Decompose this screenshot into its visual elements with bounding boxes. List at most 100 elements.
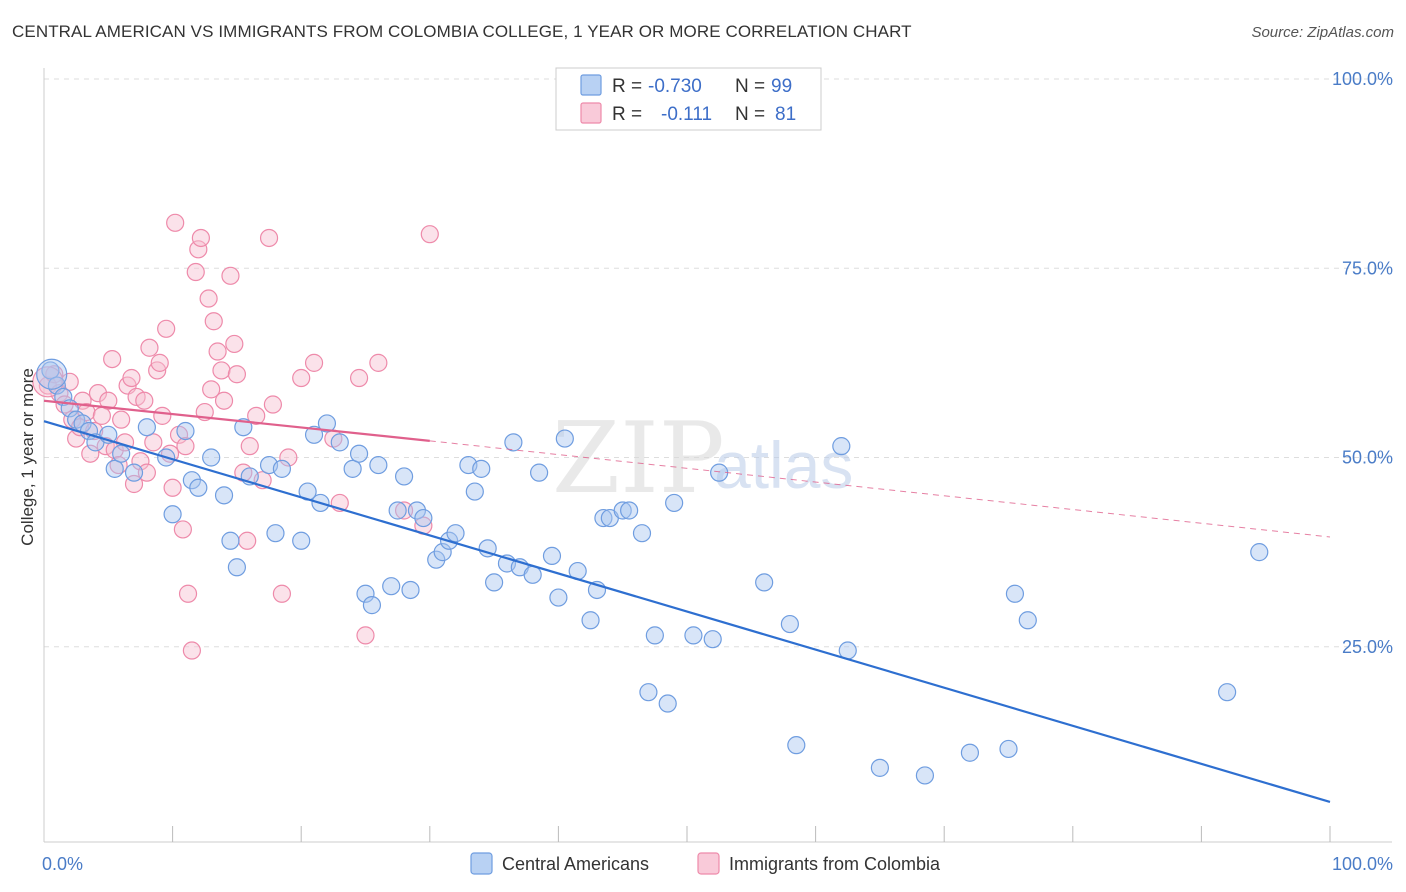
data-point	[703, 630, 722, 649]
data-point	[504, 433, 523, 452]
data-point	[204, 312, 223, 331]
data-point	[362, 596, 382, 615]
legend-bottom: Central Americans Immigrants from Colomb…	[470, 852, 941, 875]
data-point	[485, 573, 504, 592]
chart-source: Source: ZipAtlas.com	[1251, 24, 1394, 41]
data-point	[420, 225, 439, 244]
data-point	[153, 406, 172, 425]
data-point	[238, 531, 257, 550]
data-point	[304, 353, 324, 372]
legend-r-value-blue: -0.730	[648, 76, 702, 97]
data-point	[304, 425, 324, 444]
legend-r-value-pink: -0.111	[661, 104, 712, 125]
data-point	[369, 455, 388, 475]
data-point	[330, 433, 349, 452]
x-tick-label-min: 0.0%	[42, 854, 83, 874]
data-point	[81, 444, 100, 463]
data-point	[1018, 611, 1037, 630]
data-point	[870, 758, 890, 777]
data-point	[88, 384, 108, 403]
data-point	[173, 520, 192, 539]
trend-line-central-americans	[43, 420, 1331, 803]
trend-line-colombia-dashed	[429, 440, 1331, 538]
data-point	[369, 353, 388, 372]
data-point-large	[36, 358, 68, 390]
legend-bottom-label-blue: Central Americans	[502, 854, 649, 874]
data-point	[150, 353, 169, 372]
data-point	[549, 588, 568, 607]
data-point	[221, 266, 240, 285]
data-point	[47, 376, 66, 395]
data-point	[214, 391, 234, 410]
data-point	[189, 240, 208, 259]
y-tick-label-50: 50.0%	[1342, 448, 1393, 468]
data-point	[620, 501, 639, 520]
data-point	[581, 611, 600, 630]
data-point	[787, 736, 806, 755]
y-axis-label: College, 1 year or more	[18, 368, 37, 546]
data-point	[658, 694, 677, 713]
data-point	[414, 508, 433, 528]
data-point	[208, 342, 227, 361]
data-point	[632, 524, 652, 543]
data-point	[92, 406, 111, 425]
legend-swatch-pink	[580, 102, 602, 124]
data-point	[542, 546, 562, 566]
data-point	[225, 334, 244, 354]
data-point	[613, 501, 632, 520]
data-point	[272, 584, 292, 603]
watermark: ZIP atlas	[552, 402, 853, 516]
data-point	[343, 459, 362, 478]
data-point	[131, 452, 150, 471]
data-point	[349, 444, 369, 463]
data-point	[394, 501, 414, 520]
legend-r-label-blue: R =	[612, 76, 642, 97]
data-point	[247, 406, 266, 425]
data-point	[166, 213, 185, 232]
data-point	[780, 614, 799, 634]
data-point	[112, 410, 131, 429]
data-point	[140, 338, 159, 357]
data-point	[394, 467, 414, 486]
y-tick-labels: 25.0% 50.0% 75.0% 100.0%	[1332, 69, 1393, 657]
watermark-zip: ZIP	[552, 402, 725, 516]
data-point	[684, 626, 703, 645]
data-point	[645, 626, 664, 645]
data-point	[263, 395, 283, 414]
data-point	[99, 391, 118, 410]
data-point	[186, 262, 205, 282]
data-point	[639, 683, 658, 702]
data-point	[189, 478, 208, 497]
legend-n-label-blue: N =	[735, 76, 765, 97]
data-point	[960, 743, 980, 762]
data-point	[227, 558, 246, 577]
data-point	[594, 508, 613, 528]
data-point	[523, 565, 542, 584]
data-point	[212, 361, 231, 380]
data-point	[832, 437, 851, 456]
data-point	[465, 482, 484, 501]
legend-swatch-blue	[580, 74, 602, 96]
legend-top: R = -0.730 N = 99 R = -0.111 N = 81	[555, 67, 822, 131]
data-point	[356, 626, 375, 645]
data-point	[1218, 683, 1237, 702]
axes	[43, 68, 1392, 843]
data-point	[135, 391, 154, 410]
chart-title: CENTRAL AMERICAN VS IMMIGRANTS FROM COLO…	[12, 22, 912, 41]
data-point	[1005, 584, 1025, 603]
data-point	[427, 550, 446, 569]
data-point	[478, 539, 497, 558]
data-point	[1250, 543, 1269, 562]
data-point	[382, 577, 401, 596]
x-tick-label-max: 100.0%	[1332, 854, 1393, 874]
data-point	[665, 493, 684, 513]
data-point	[191, 228, 210, 248]
data-point	[292, 368, 311, 388]
y-tick-label-25: 25.0%	[1342, 637, 1393, 657]
data-point	[176, 421, 195, 441]
data-point	[388, 501, 407, 520]
data-point	[755, 573, 774, 592]
legend-n-label-pink: N =	[735, 104, 765, 125]
data-point	[182, 471, 201, 490]
data-point	[103, 349, 122, 369]
